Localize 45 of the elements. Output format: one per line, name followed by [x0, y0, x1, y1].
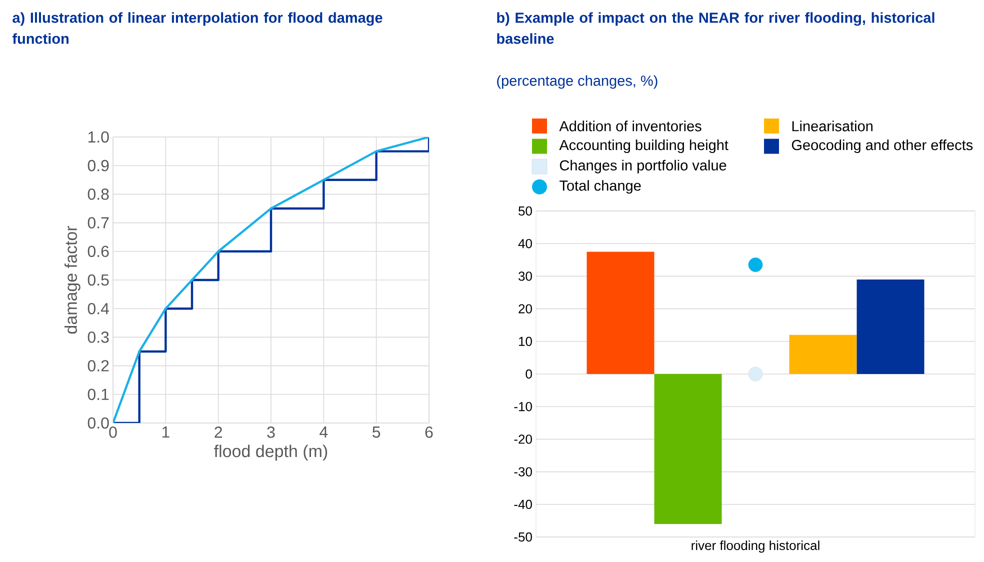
legend-label: Addition of inventories [559, 120, 702, 132]
y-tick-label: 1.0 [88, 131, 109, 143]
y-tick-label: 50 [518, 206, 532, 216]
x-tick-label: 4 [320, 426, 328, 438]
y-tick-label: 0 [526, 369, 532, 379]
y-tick-label: 0.5 [88, 274, 109, 286]
chart-subtitle: (percentage changes, %) [497, 75, 658, 89]
x-tick-label: 5 [372, 426, 380, 438]
legend-label: Linearisation [792, 120, 872, 132]
y-tick-label: 40 [518, 238, 532, 248]
y-tick-label: 0.2 [88, 360, 109, 372]
bar [856, 279, 924, 374]
y-tick-label: -40 [514, 500, 532, 509]
y-tick-label: 0.0 [88, 417, 109, 429]
bar [654, 374, 722, 524]
bar [789, 334, 857, 374]
y-tick-label: 0.8 [88, 188, 109, 200]
legend-label: Accounting building height [559, 140, 728, 154]
chart-title: b) Example of impact on the NEAR for river flooding, historical baseline [497, 12, 934, 44]
y-tick-label: 0.4 [88, 302, 109, 314]
y-tick-label: 10 [519, 336, 532, 346]
bar [586, 252, 654, 374]
x-tick-label: river flooding historical [692, 540, 820, 553]
x-tick-label: 2 [214, 426, 222, 438]
chart-title: a) Illustration of linear interpolation for flood damage function [12, 12, 382, 44]
y-tick-label: 0.6 [88, 246, 109, 258]
y-tick-label: 0.7 [88, 217, 109, 228]
x-tick-label: 0 [109, 426, 117, 438]
y-axis-title: damage factor [64, 226, 80, 334]
y-tick-label: -30 [514, 467, 532, 476]
y-tick-label: 0.9 [88, 160, 109, 172]
x-axis-title: flood depth (m) [214, 444, 328, 461]
y-tick-label: -20 [514, 434, 532, 444]
x-tick-label: 1 [162, 426, 170, 438]
x-tick-label: 6 [425, 426, 433, 438]
y-tick-label: 30 [518, 272, 532, 281]
y-tick-label: 0.3 [88, 332, 109, 343]
x-tick-label: 3 [267, 426, 275, 438]
y-tick-label: 20 [518, 304, 532, 314]
legend-label: Geocoding and other effects [792, 140, 973, 154]
y-tick-label: -50 [514, 532, 532, 542]
legend-label: Changes in portfolio value [560, 160, 726, 174]
legend-label: Total change [560, 180, 641, 194]
y-tick-label: 0.1 [88, 388, 109, 400]
y-tick-label: -10 [514, 402, 532, 412]
